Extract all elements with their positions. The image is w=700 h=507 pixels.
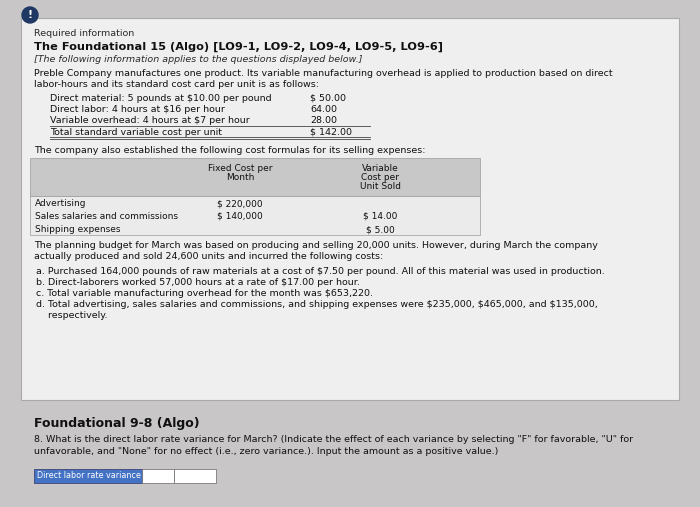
Text: Sales salaries and commissions: Sales salaries and commissions xyxy=(35,212,178,221)
Text: Total standard variable cost per unit: Total standard variable cost per unit xyxy=(50,128,222,137)
Text: 8. What is the direct labor rate variance for March? (Indicate the effect of eac: 8. What is the direct labor rate varianc… xyxy=(34,435,633,444)
FancyBboxPatch shape xyxy=(30,196,480,235)
Text: Variable: Variable xyxy=(362,164,398,173)
FancyBboxPatch shape xyxy=(30,158,480,196)
Text: Advertising: Advertising xyxy=(35,199,87,208)
FancyBboxPatch shape xyxy=(174,469,216,483)
Text: The planning budget for March was based on producing and selling 20,000 units. H: The planning budget for March was based … xyxy=(34,241,598,250)
Text: d. Total advertising, sales salaries and commissions, and shipping expenses were: d. Total advertising, sales salaries and… xyxy=(36,300,598,309)
Text: a. Purchased 164,000 pounds of raw materials at a cost of $7.50 per pound. All o: a. Purchased 164,000 pounds of raw mater… xyxy=(36,267,605,276)
Text: actually produced and sold 24,600 units and incurred the following costs:: actually produced and sold 24,600 units … xyxy=(34,252,384,261)
Text: Variable overhead: 4 hours at $7 per hour: Variable overhead: 4 hours at $7 per hou… xyxy=(50,116,250,125)
Text: c. Total variable manufacturing overhead for the month was $653,220.: c. Total variable manufacturing overhead… xyxy=(36,289,373,298)
Text: labor-hours and its standard cost card per unit is as follows:: labor-hours and its standard cost card p… xyxy=(34,80,319,89)
Text: Preble Company manufactures one product. Its variable manufacturing overhead is : Preble Company manufactures one product.… xyxy=(34,69,612,78)
Text: respectively.: respectively. xyxy=(36,311,108,320)
Text: !: ! xyxy=(27,10,33,20)
Text: $ 142.00: $ 142.00 xyxy=(310,128,352,137)
Text: Direct material: 5 pounds at $10.00 per pound: Direct material: 5 pounds at $10.00 per … xyxy=(50,94,272,103)
Text: 28.00: 28.00 xyxy=(310,116,337,125)
Text: Required information: Required information xyxy=(34,29,134,38)
Text: Unit Sold: Unit Sold xyxy=(360,182,400,191)
FancyBboxPatch shape xyxy=(142,469,174,483)
Text: $ 140,000: $ 140,000 xyxy=(217,212,263,221)
Text: b. Direct-laborers worked 57,000 hours at a rate of $17.00 per hour.: b. Direct-laborers worked 57,000 hours a… xyxy=(36,278,360,287)
Text: Month: Month xyxy=(226,173,254,182)
Text: $ 14.00: $ 14.00 xyxy=(363,212,397,221)
Text: The Foundational 15 (Algo) [LO9-1, LO9-2, LO9-4, LO9-5, LO9-6]: The Foundational 15 (Algo) [LO9-1, LO9-2… xyxy=(34,42,443,52)
Text: Direct labor rate variance: Direct labor rate variance xyxy=(37,472,141,481)
Text: Shipping expenses: Shipping expenses xyxy=(35,225,120,234)
FancyBboxPatch shape xyxy=(34,469,142,483)
Text: $ 5.00: $ 5.00 xyxy=(365,225,394,234)
Text: Foundational 9-8 (Algo): Foundational 9-8 (Algo) xyxy=(34,417,200,430)
Text: $ 220,000: $ 220,000 xyxy=(217,199,262,208)
Text: [The following information applies to the questions displayed below.]: [The following information applies to th… xyxy=(34,55,363,64)
FancyBboxPatch shape xyxy=(21,18,679,400)
Text: Cost per: Cost per xyxy=(361,173,399,182)
Text: Direct labor: 4 hours at $16 per hour: Direct labor: 4 hours at $16 per hour xyxy=(50,105,225,114)
Text: The company also established the following cost formulas for its selling expense: The company also established the followi… xyxy=(34,146,426,155)
Text: 64.00: 64.00 xyxy=(310,105,337,114)
Text: unfavorable, and "None" for no effect (i.e., zero variance.). Input the amount a: unfavorable, and "None" for no effect (i… xyxy=(34,447,498,456)
Text: Fixed Cost per: Fixed Cost per xyxy=(208,164,272,173)
Text: $ 50.00: $ 50.00 xyxy=(310,94,346,103)
Circle shape xyxy=(22,7,38,23)
